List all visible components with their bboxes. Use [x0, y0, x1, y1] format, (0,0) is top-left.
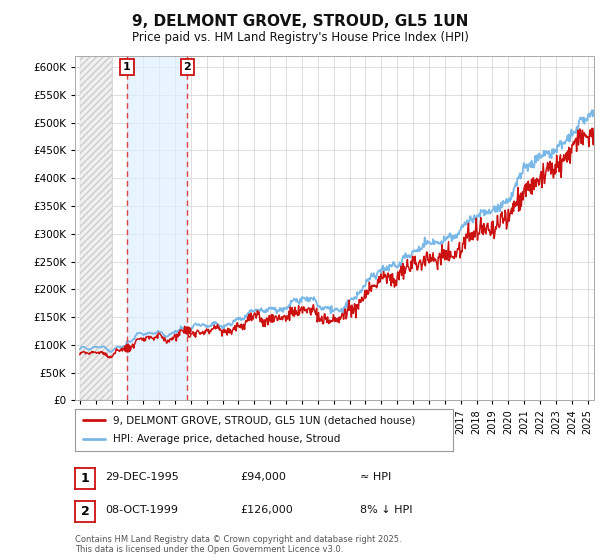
Text: 08-OCT-1999: 08-OCT-1999: [105, 505, 178, 515]
Text: £94,000: £94,000: [240, 472, 286, 482]
Text: 1: 1: [80, 472, 89, 486]
Text: Contains HM Land Registry data © Crown copyright and database right 2025.
This d: Contains HM Land Registry data © Crown c…: [75, 535, 401, 554]
Text: 2: 2: [80, 505, 89, 518]
Text: £126,000: £126,000: [240, 505, 293, 515]
Text: 1: 1: [123, 62, 131, 72]
Text: 9, DELMONT GROVE, STROUD, GL5 1UN: 9, DELMONT GROVE, STROUD, GL5 1UN: [132, 14, 468, 29]
Text: HPI: Average price, detached house, Stroud: HPI: Average price, detached house, Stro…: [113, 435, 340, 445]
Text: 9, DELMONT GROVE, STROUD, GL5 1UN (detached house): 9, DELMONT GROVE, STROUD, GL5 1UN (detac…: [113, 415, 415, 425]
Text: 29-DEC-1995: 29-DEC-1995: [105, 472, 179, 482]
Text: Price paid vs. HM Land Registry's House Price Index (HPI): Price paid vs. HM Land Registry's House …: [131, 31, 469, 44]
Bar: [127, 56, 187, 400]
Text: ≈ HPI: ≈ HPI: [360, 472, 391, 482]
Text: 2: 2: [184, 62, 191, 72]
Text: 8% ↓ HPI: 8% ↓ HPI: [360, 505, 413, 515]
